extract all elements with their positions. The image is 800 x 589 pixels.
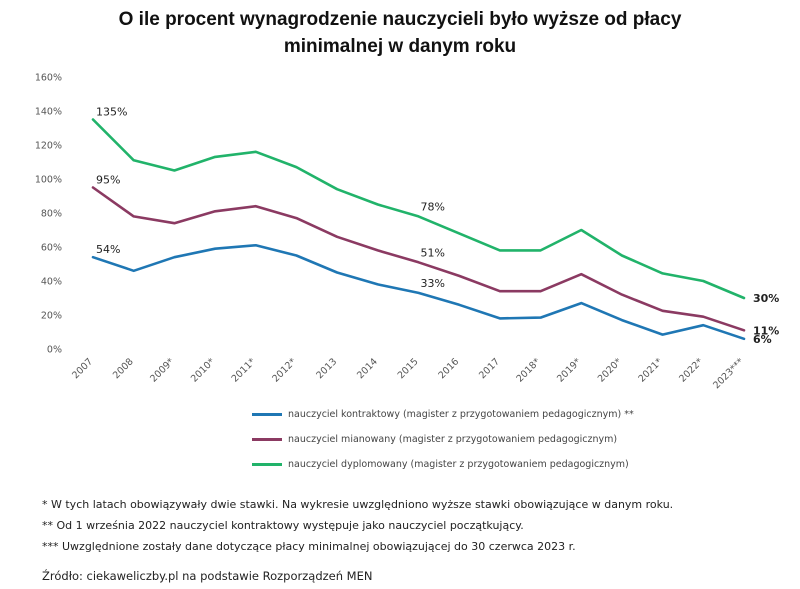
x-tick-label: 2023*** [711, 356, 746, 391]
legend-item-dyplomowany: nauczyciel dyplomowany (magister z przyg… [252, 452, 634, 477]
x-tick-label: 2013 [314, 356, 339, 381]
y-tick-label: 140% [35, 107, 62, 118]
x-tick-label: 2007 [70, 356, 95, 381]
x-tick-label: 2017 [477, 356, 502, 381]
legend-swatch-dyplomowany [252, 463, 282, 466]
y-tick-label: 120% [35, 141, 62, 152]
x-tick-label: 2010* [189, 356, 217, 384]
x-tick-label: 2018* [514, 356, 542, 384]
data-label: 95% [96, 174, 120, 187]
series-lines [91, 118, 746, 341]
x-tick-label: 2012* [270, 356, 298, 384]
legend-label-kontraktowy: nauczyciel kontraktowy (magister z przyg… [288, 409, 634, 420]
y-tick-label: 0% [47, 345, 62, 356]
x-tick-label: 2014 [355, 356, 380, 381]
data-labels: 54% 95% 135% 33% 51% 78% 30% 11%6% [96, 106, 779, 346]
x-tick-label: 2008 [111, 356, 136, 381]
data-label: 11% [753, 324, 779, 337]
x-tick-label: 2022* [677, 356, 705, 384]
data-label: 30% [753, 292, 779, 305]
y-tick-label: 100% [35, 175, 62, 186]
footnote-1: * W tych latach obowiązywały dwie stawki… [42, 498, 674, 511]
legend-swatch-mianowany [252, 438, 282, 441]
x-tick-label: 2020* [596, 356, 624, 384]
line-chart: 0%20%40%60%80%100%120%140%160% 2007 2008 2… [35, 73, 780, 392]
legend-item-mianowany: nauczyciel mianowany (magister z przygot… [252, 427, 634, 452]
chart-title: O ile procent wynagrodzenie nauczycieli … [0, 6, 800, 60]
series-line-2 [91, 118, 746, 300]
legend-swatch-kontraktowy [252, 413, 282, 416]
legend: nauczyciel kontraktowy (magister z przyg… [252, 402, 634, 477]
y-tick-label: 160% [35, 73, 62, 84]
chart-title-line-2: minimalnej w danym roku [283, 36, 517, 57]
legend-label-dyplomowany: nauczyciel dyplomowany (magister z przyg… [288, 459, 629, 470]
footnotes: * W tych latach obowiązywały dwie stawki… [42, 498, 673, 561]
x-tick-label: 2011* [230, 356, 258, 384]
x-tick-label: 2019* [555, 356, 583, 384]
legend-item-kontraktowy: nauczyciel kontraktowy (magister z przyg… [252, 402, 634, 427]
data-label: 51% [421, 246, 445, 259]
x-axis: 2007 2008 2009* 2010* 2011* 2012* 2013 2014 2015… [70, 356, 746, 391]
y-tick-label: 20% [41, 311, 62, 322]
data-label: 78% [421, 200, 445, 213]
y-tick-label: 60% [41, 243, 62, 254]
footnote-3: *** Uwzględnione zostały dane dotyczące … [42, 540, 576, 553]
x-tick-label: 2021* [637, 356, 665, 384]
series-line-0 [91, 244, 746, 341]
data-label: 135% [96, 106, 127, 119]
y-tick-label: 40% [41, 277, 62, 288]
source-note: Źródło: ciekaweliczby.pl na podstawie Ro… [42, 569, 373, 583]
legend-label-mianowany: nauczyciel mianowany (magister z przygot… [288, 434, 618, 445]
y-axis: 0% 20% 40% 60% 80% 100% 120% 140% 160% [35, 73, 62, 356]
x-tick-label: 2016 [436, 356, 461, 381]
data-label: 6% [753, 333, 772, 346]
data-label: 54% [96, 243, 120, 256]
data-label: 33% [421, 277, 445, 290]
x-tick-label: 2015 [396, 356, 421, 381]
y-tick-label: 80% [41, 209, 62, 220]
series-line-1 [91, 186, 746, 332]
footnote-2: ** Od 1 września 2022 nauczyciel kontrak… [42, 519, 524, 532]
chart-title-line-1: O ile procent wynagrodzenie nauczycieli … [118, 9, 682, 30]
x-tick-label: 2009* [148, 356, 176, 384]
